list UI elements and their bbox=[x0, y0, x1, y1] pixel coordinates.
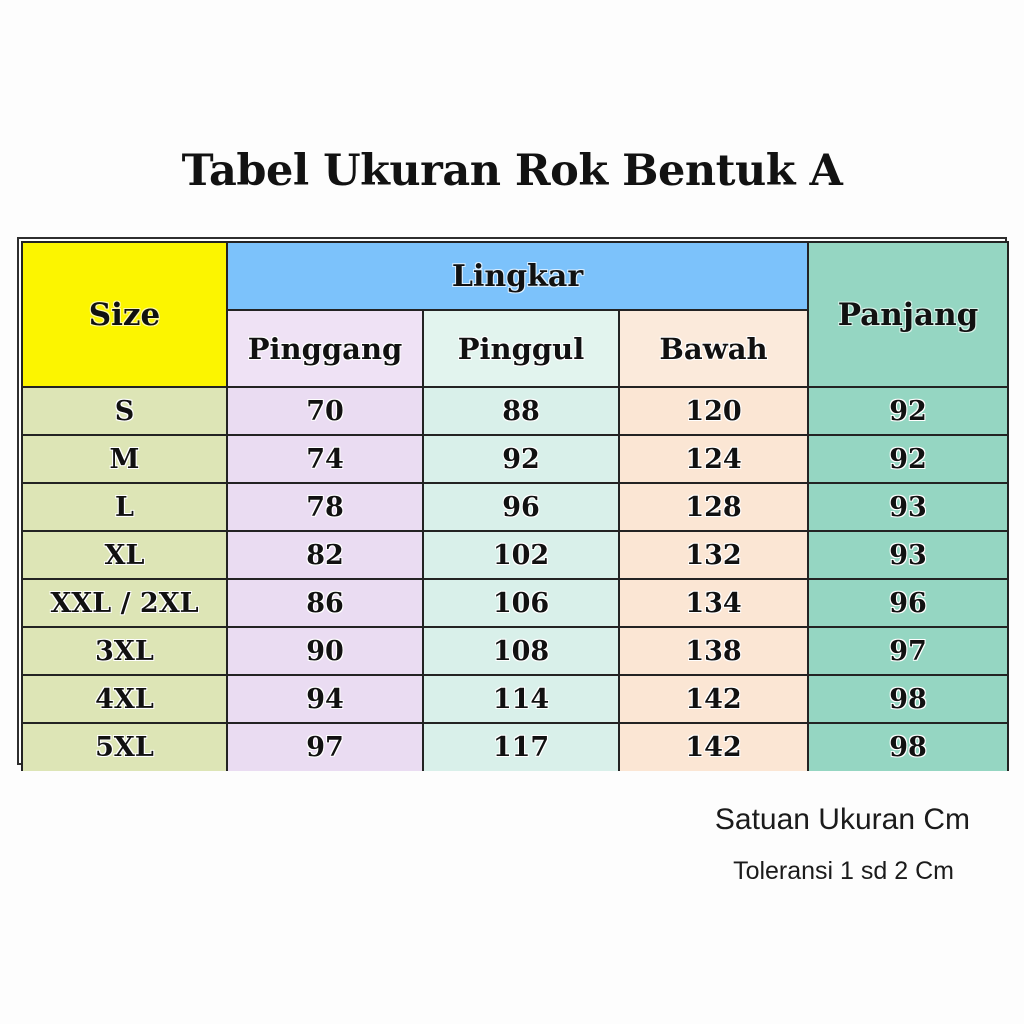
cell-panjang: 93 bbox=[807, 482, 1009, 532]
cell-bawah: 142 bbox=[618, 722, 809, 771]
cell-pinggang: 78 bbox=[226, 482, 424, 532]
cell-pinggul: 96 bbox=[422, 482, 620, 532]
column-header-pinggang-label: Pinggang bbox=[247, 331, 403, 366]
cell-pinggang: 90 bbox=[226, 626, 424, 676]
table-row: XXL / 2XL 86 106 134 96 bbox=[21, 578, 1009, 628]
cell-panjang: 98 bbox=[807, 722, 1009, 771]
table-body: S 70 88 120 92 M 74 92 124 92 L 78 96 128 93 XL 82 102 132… bbox=[21, 386, 1009, 771]
column-header-pinggang: Pinggang bbox=[226, 309, 424, 388]
cell-pinggul: 108 bbox=[422, 626, 620, 676]
table-row: 5XL 97 117 142 98 bbox=[21, 722, 1009, 771]
size-table: Size Lingkar Panjang Pinggang Pinggul Ba… bbox=[21, 241, 1009, 771]
table-header: Size Lingkar Panjang Pinggang Pinggul Ba… bbox=[21, 241, 1009, 388]
cell-panjang: 92 bbox=[807, 386, 1009, 436]
cell-size: 5XL bbox=[21, 722, 228, 771]
column-header-bawah: Bawah bbox=[618, 309, 809, 388]
cell-bawah: 134 bbox=[618, 578, 809, 628]
note-unit: Satuan Ukuran Cm bbox=[714, 803, 970, 836]
cell-pinggang: 94 bbox=[226, 674, 424, 724]
cell-size: XXL / 2XL bbox=[21, 578, 228, 628]
cell-panjang: 93 bbox=[807, 530, 1009, 580]
cell-pinggang: 97 bbox=[226, 722, 424, 771]
cell-pinggul: 102 bbox=[422, 530, 620, 580]
column-header-size: Size bbox=[21, 241, 228, 388]
page-title: Tabel Ukuran Rok Bentuk A bbox=[181, 146, 843, 196]
column-header-bawah-label: Bawah bbox=[659, 331, 768, 366]
table-row: S 70 88 120 92 bbox=[21, 386, 1009, 436]
cell-pinggang: 82 bbox=[226, 530, 424, 580]
cell-pinggang: 74 bbox=[226, 434, 424, 484]
column-header-pinggul: Pinggul bbox=[422, 309, 620, 388]
cell-pinggul: 114 bbox=[422, 674, 620, 724]
table-row: M 74 92 124 92 bbox=[21, 434, 1009, 484]
cell-pinggul: 106 bbox=[422, 578, 620, 628]
cell-size: M bbox=[21, 434, 228, 484]
table-row: 3XL 90 108 138 97 bbox=[21, 626, 1009, 676]
cell-panjang: 97 bbox=[807, 626, 1009, 676]
table-row: XL 82 102 132 93 bbox=[21, 530, 1009, 580]
table-row: 4XL 94 114 142 98 bbox=[21, 674, 1009, 724]
header-row-sub: Pinggang Pinggul Bawah bbox=[22, 309, 1008, 388]
cell-size: S bbox=[21, 386, 228, 436]
cell-pinggul: 92 bbox=[422, 434, 620, 484]
cell-bawah: 132 bbox=[618, 530, 809, 580]
column-header-panjang: Panjang bbox=[807, 241, 1009, 388]
cell-bawah: 120 bbox=[618, 386, 809, 436]
note-tolerance: Toleransi 1 sd 2 Cm bbox=[733, 857, 954, 885]
cell-size: XL bbox=[21, 530, 228, 580]
cell-panjang: 96 bbox=[807, 578, 1009, 628]
cell-pinggul: 88 bbox=[422, 386, 620, 436]
cell-size: L bbox=[21, 482, 228, 532]
column-header-pinggul-label: Pinggul bbox=[457, 331, 585, 366]
cell-pinggang: 86 bbox=[226, 578, 424, 628]
cell-bawah: 128 bbox=[618, 482, 809, 532]
column-group-header-lingkar: Lingkar bbox=[226, 241, 809, 311]
cell-panjang: 92 bbox=[807, 434, 1009, 484]
cell-size: 3XL bbox=[21, 626, 228, 676]
cell-pinggang: 70 bbox=[226, 386, 424, 436]
size-table-frame: Size Lingkar Panjang Pinggang Pinggul Ba… bbox=[17, 237, 1009, 771]
cell-pinggul: 117 bbox=[422, 722, 620, 771]
cell-panjang: 98 bbox=[807, 674, 1009, 724]
cell-bawah: 138 bbox=[618, 626, 809, 676]
header-row-top: Size Lingkar Panjang bbox=[21, 241, 1009, 388]
table-row: L 78 96 128 93 bbox=[21, 482, 1009, 532]
cell-bawah: 142 bbox=[618, 674, 809, 724]
cell-bawah: 124 bbox=[618, 434, 809, 484]
cell-size: 4XL bbox=[21, 674, 228, 724]
